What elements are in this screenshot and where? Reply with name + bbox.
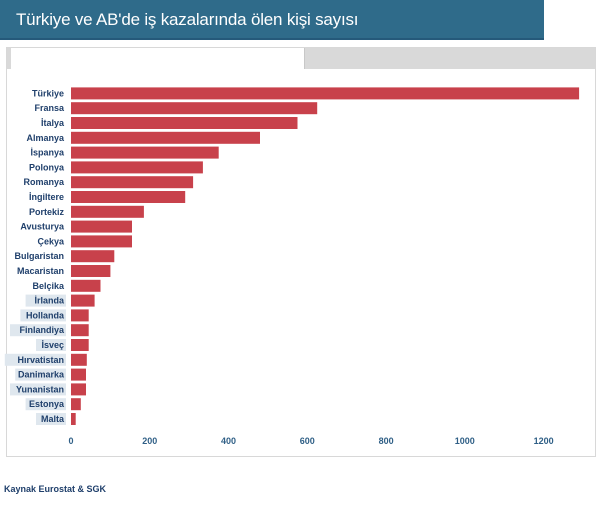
label-highlight-16 [10,324,66,337]
label-highlight-21 [25,398,67,411]
bar-12 [71,265,111,277]
bar-14 [71,294,95,307]
tab-strip [7,48,595,69]
bar-1 [71,102,318,115]
bar-10 [71,235,132,248]
category-label-13: Belçika [32,281,65,291]
category-label-6: Romanya [23,177,65,187]
label-highlight-14 [25,294,67,307]
category-label-4: İspanya [30,148,65,158]
category-label-7: İngiltere [29,192,64,202]
bar-2 [71,117,298,129]
x-tick-1200: 1200 [534,436,554,446]
category-label-22: Malta [41,414,65,424]
bar-3 [71,131,260,144]
bar-13 [71,279,101,292]
label-highlight-18 [4,353,67,366]
bar-0 [71,87,580,100]
category-label-9: Avusturya [20,222,65,232]
category-label-1: Fransa [34,103,65,113]
source-note: Kaynak Eurostat & SGK [4,484,107,494]
category-label-0: Türkiye [32,88,64,98]
bar-16 [71,324,89,337]
category-label-5: Polonya [29,162,65,172]
bar-9 [71,220,132,233]
bar-15 [71,309,89,322]
x-tick-600: 600 [300,436,315,446]
label-highlight-20 [10,383,66,396]
x-tick-1000: 1000 [455,436,475,446]
category-label-16: Finlandiya [19,325,65,335]
bar-5 [71,161,203,174]
bar-20 [71,383,86,396]
bar-7 [71,191,186,203]
category-label-18: Hırvatistan [17,355,64,365]
bar-19 [71,368,86,381]
x-tick-800: 800 [379,436,394,446]
bar-11 [71,250,115,263]
category-label-8: Portekiz [29,207,65,217]
category-label-19: Danimarka [18,370,65,380]
x-tick-0: 0 [68,436,73,446]
category-label-10: Çekya [37,236,65,246]
category-label-12: Macaristan [17,266,64,276]
x-tick-200: 200 [142,436,157,446]
label-highlight-19 [15,368,66,381]
bar-18 [71,353,87,366]
bar-17 [71,339,89,351]
category-label-20: Yunanistan [16,384,64,394]
tab-active[interactable] [11,48,305,69]
title-bar: Türkiye ve AB'de iş kazalarında ölen kiş… [0,0,544,40]
bar-6 [71,176,194,189]
label-highlight-17 [36,339,66,351]
label-highlight-15 [20,309,66,322]
x-tick-400: 400 [221,436,236,446]
bar-4 [71,146,219,159]
category-label-11: Bulgaristan [14,251,64,261]
category-label-2: İtalya [41,118,65,128]
category-label-15: Hollanda [26,310,65,320]
bar-21 [71,398,81,411]
category-label-3: Almanya [26,133,65,143]
category-label-14: İrlanda [34,296,65,306]
category-label-21: Estonya [29,399,65,409]
label-highlight-22 [36,413,66,425]
bar-22 [71,413,76,425]
chart-title: Türkiye ve AB'de iş kazalarında ölen kiş… [16,10,359,29]
bar-8 [71,205,144,218]
category-label-17: İsveç [41,340,64,350]
